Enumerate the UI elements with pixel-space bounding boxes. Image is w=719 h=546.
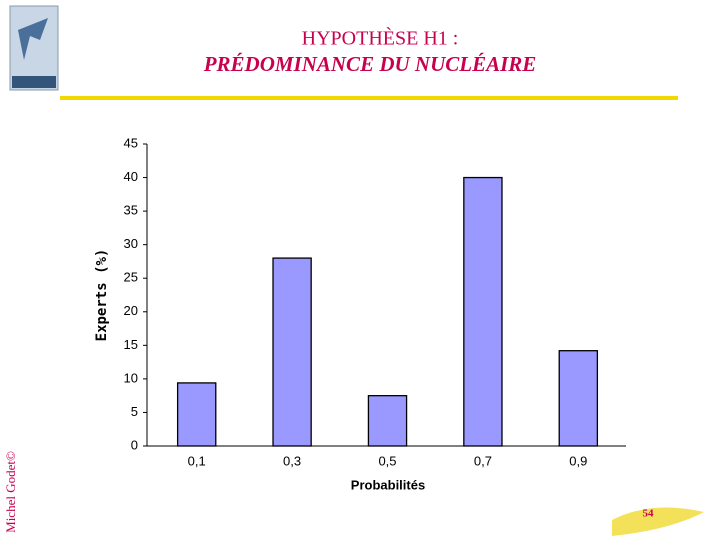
x-tick-label: 0,3 — [283, 453, 301, 468]
y-tick-label: 15 — [124, 337, 138, 352]
y-tick-label: 35 — [124, 203, 138, 218]
x-tick-label: 0,5 — [378, 453, 396, 468]
slide-title: HYPOTHÈSE H1 : — [302, 27, 459, 50]
title-rule — [60, 96, 678, 100]
y-tick-label: 5 — [131, 404, 138, 419]
x-tick-label: 0,7 — [474, 453, 492, 468]
page-swoosh — [612, 507, 704, 536]
y-tick-label: 40 — [124, 169, 138, 184]
y-tick-label: 25 — [124, 270, 138, 285]
y-tick-label: 30 — [124, 236, 138, 251]
y-tick-label: 0 — [131, 437, 138, 452]
bar — [558, 350, 599, 447]
bar — [463, 176, 503, 447]
y-axis-label: Experts (%) — [94, 249, 110, 342]
bar — [176, 382, 217, 447]
bar — [272, 257, 312, 447]
y-tick-label: 20 — [124, 303, 138, 318]
logo — [9, 5, 59, 91]
bar — [367, 395, 408, 447]
page-number: 54 — [643, 508, 655, 520]
y-tick-label: 45 — [124, 135, 138, 150]
x-tick-label: 0,1 — [188, 453, 206, 468]
slide-subtitle: PRÉDOMINANCE DU NUCLÉAIRE — [203, 52, 537, 76]
y-tick-label: 10 — [124, 370, 138, 385]
x-axis-label: Probabilités — [351, 477, 425, 492]
author: Michel Godet© — [3, 451, 18, 533]
x-tick-label: 0,9 — [569, 453, 587, 468]
